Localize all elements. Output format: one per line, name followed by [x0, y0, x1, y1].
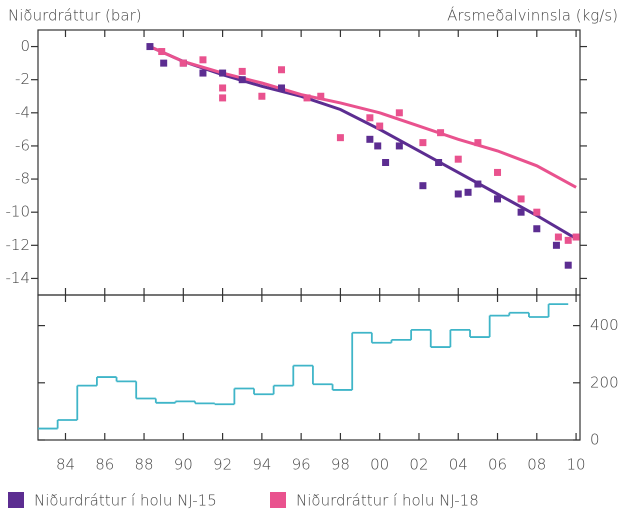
point	[395, 109, 403, 117]
point	[366, 114, 374, 122]
y-tick-label: -6	[15, 136, 30, 154]
point	[278, 84, 286, 92]
y-tick-label: -2	[15, 70, 30, 88]
point	[158, 48, 166, 56]
point	[238, 67, 246, 75]
point	[303, 94, 311, 102]
point	[554, 233, 562, 241]
x-tick-label: 06	[488, 456, 507, 474]
legend-swatch	[270, 492, 286, 508]
point	[552, 241, 560, 249]
x-tick-label: 84	[56, 456, 75, 474]
point	[317, 92, 325, 100]
x-tick-label: 02	[409, 456, 428, 474]
x-tick-label: 98	[331, 456, 350, 474]
bottom-frame	[37, 294, 581, 441]
y2-tick-label: 200	[590, 373, 619, 391]
point	[258, 92, 266, 100]
point	[376, 122, 384, 130]
point	[474, 139, 482, 147]
x-tick-label: 88	[134, 456, 153, 474]
point	[533, 225, 541, 233]
point	[199, 69, 207, 77]
point	[219, 84, 227, 92]
point	[474, 180, 482, 188]
point	[219, 94, 227, 102]
point	[146, 43, 154, 51]
point	[419, 139, 427, 147]
point	[382, 159, 390, 166]
trend-line	[149, 45, 577, 240]
x-tick-label: 00	[370, 456, 389, 474]
y-tick-label: 0	[20, 37, 30, 55]
legend-label: Niðurdráttur í holu NJ-18	[296, 492, 479, 510]
x-tick-label: 96	[292, 456, 311, 474]
x-tick-label: 10	[567, 456, 586, 474]
legend-swatch	[8, 492, 24, 508]
point	[533, 208, 541, 216]
point	[366, 135, 374, 143]
y2-tick-label: 0	[590, 431, 600, 449]
legend-label: Niðurdráttur í holu NJ-15	[34, 492, 217, 510]
y-tick-label: -8	[15, 170, 30, 188]
point	[454, 155, 462, 163]
x-tick-label: 04	[449, 456, 468, 474]
point	[336, 134, 344, 142]
top-frame	[37, 29, 581, 296]
trend-line	[149, 45, 577, 189]
y-tick-label: -10	[6, 203, 31, 221]
point	[395, 142, 403, 150]
point	[564, 236, 572, 244]
x-tick-label: 90	[174, 456, 193, 474]
point	[564, 261, 572, 269]
y-tick-label: -14	[6, 269, 31, 287]
y2-axis-title: Ársmeðalvinnsla (kg/s)	[447, 6, 618, 25]
point	[419, 182, 427, 190]
x-tick-label: 86	[95, 456, 114, 474]
point	[374, 142, 382, 150]
point	[179, 59, 187, 67]
point	[278, 66, 286, 74]
point	[494, 195, 502, 203]
point	[219, 69, 227, 77]
point	[517, 195, 525, 203]
point	[435, 159, 443, 166]
point	[437, 129, 445, 137]
point	[517, 208, 525, 216]
point	[572, 233, 580, 241]
point	[160, 59, 168, 67]
x-tick-label: 94	[252, 456, 271, 474]
point	[454, 190, 462, 198]
y-axis-title: Niðurdráttur (bar)	[8, 7, 142, 25]
x-tick-label: 92	[213, 456, 232, 474]
point	[464, 188, 472, 196]
y2-tick-label: 400	[590, 316, 619, 334]
point	[199, 56, 207, 64]
point	[494, 168, 502, 176]
y-tick-label: -4	[15, 103, 30, 121]
y-tick-label: -12	[6, 236, 31, 254]
x-tick-label: 08	[527, 456, 546, 474]
point	[238, 76, 246, 84]
